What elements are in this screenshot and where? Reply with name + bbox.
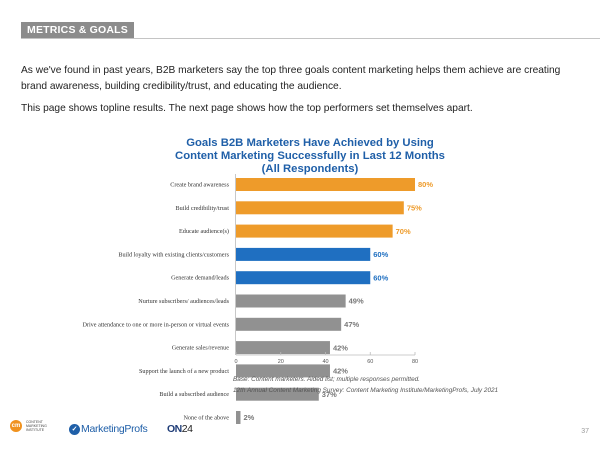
category-label: Drive attendance to one or more in-perso… xyxy=(82,321,229,328)
section-tag: METRICS & GOALS xyxy=(21,22,135,39)
value-label: 49% xyxy=(349,297,364,306)
x-tick-label: 60 xyxy=(367,359,373,365)
category-label: Educate audience(s) xyxy=(179,228,229,235)
chart-title-line-1: Goals B2B Marketers Have Achieved by Usi… xyxy=(186,137,434,149)
base-note: Base: Content marketers. Aided list; mul… xyxy=(233,376,420,383)
value-label: 42% xyxy=(333,367,348,376)
category-label: Create brand awareness xyxy=(170,182,229,189)
bar xyxy=(236,387,319,401)
value-label: 37% xyxy=(322,390,337,399)
bar xyxy=(236,271,371,285)
x-tick-label: 80 xyxy=(412,359,418,365)
x-tick-label: 20 xyxy=(278,359,284,365)
marketingprofs-logo-text: MarketingProfs xyxy=(81,423,148,435)
bar xyxy=(236,364,330,378)
category-label: Build loyalty with existing clients/cust… xyxy=(118,251,229,258)
on24-logo-suffix: 24 xyxy=(181,423,193,435)
bar xyxy=(236,341,330,355)
intro-text: As we've found in past years, B2B market… xyxy=(21,63,581,123)
value-label: 42% xyxy=(333,343,348,352)
x-tick-label: 0 xyxy=(234,359,237,365)
x-tick-label: 40 xyxy=(322,359,328,365)
value-label: 70% xyxy=(396,227,411,236)
category-label: Support the launch of a new product xyxy=(139,368,229,375)
marketingprofs-logo-icon: ✓ xyxy=(69,424,80,435)
bar xyxy=(236,317,342,331)
value-label: 47% xyxy=(344,320,359,329)
bar xyxy=(236,201,404,215)
category-label: Build credibility/trust xyxy=(176,205,230,212)
category-label: Build a subscribed audience xyxy=(159,391,229,398)
value-label: 2% xyxy=(243,413,254,422)
cmi-logo-icon: cm xyxy=(10,420,22,432)
on24-logo-prefix: ON xyxy=(167,423,182,435)
category-label: Nurture subscribers/ audiences/leads xyxy=(138,298,229,305)
bar xyxy=(236,224,393,238)
value-label: 60% xyxy=(373,273,388,282)
chart-title-line-2: Content Marketing Successfully in Last 1… xyxy=(175,150,445,162)
footer-logos: cm Content Marketing Institute ✓ Marketi… xyxy=(0,415,240,445)
intro-paragraph-2: This page shows topline results. The nex… xyxy=(21,103,473,114)
cmi-logo-text: Content Marketing Institute xyxy=(26,420,47,432)
value-label: 80% xyxy=(418,180,433,189)
category-label: None of the above xyxy=(183,415,229,422)
chart-notes: Base: Content marketers. Aided list; mul… xyxy=(233,374,498,396)
chart-title: Goals B2B Marketers Have Achieved by Usi… xyxy=(150,137,470,176)
source-note: 12th Annual Content Marketing Survey: Co… xyxy=(233,387,499,394)
category-label: Generate demand/leads xyxy=(171,275,229,282)
value-label: 75% xyxy=(407,204,422,213)
value-label: 60% xyxy=(373,250,388,259)
page-number: 37 xyxy=(581,428,589,435)
bar xyxy=(236,247,371,261)
chart-title-line-3: (All Respondents) xyxy=(261,163,359,175)
bar xyxy=(236,294,346,308)
bar xyxy=(236,411,241,424)
bar xyxy=(236,178,415,191)
category-label: Generate sales/revenue xyxy=(172,345,229,352)
section-divider xyxy=(21,38,600,39)
on24-logo: ON24 xyxy=(167,423,193,435)
intro-paragraph-1: As we've found in past years, B2B market… xyxy=(21,65,561,92)
